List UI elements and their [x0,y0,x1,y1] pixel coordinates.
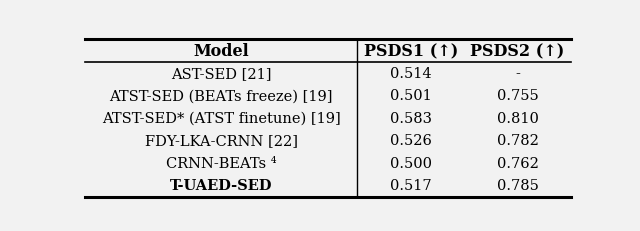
Text: 0.501: 0.501 [390,89,431,103]
Text: 0.514: 0.514 [390,67,431,81]
Text: ATST-SED (BEATs freeze) [19]: ATST-SED (BEATs freeze) [19] [109,89,333,103]
Text: 0.782: 0.782 [497,134,538,148]
Text: 0.810: 0.810 [497,112,538,125]
Text: FDY-LKA-CRNN [22]: FDY-LKA-CRNN [22] [145,134,298,148]
Text: PSDS1 (↑): PSDS1 (↑) [364,43,458,60]
Text: 0.755: 0.755 [497,89,538,103]
Text: 0.517: 0.517 [390,179,431,192]
Text: 0.500: 0.500 [390,156,431,170]
Text: AST-SED [21]: AST-SED [21] [171,67,271,81]
Text: 0.526: 0.526 [390,134,431,148]
Text: PSDS2 (↑): PSDS2 (↑) [470,43,564,60]
Text: 0.762: 0.762 [497,156,538,170]
Text: CRNN-BEATs ⁴: CRNN-BEATs ⁴ [166,156,276,170]
Text: 0.785: 0.785 [497,179,538,192]
Text: Model: Model [193,43,249,60]
Text: 0.583: 0.583 [390,112,431,125]
Text: ATST-SED* (ATST finetune) [19]: ATST-SED* (ATST finetune) [19] [102,112,340,125]
Text: T-UAED-SED: T-UAED-SED [170,179,272,192]
Text: -: - [515,67,520,81]
